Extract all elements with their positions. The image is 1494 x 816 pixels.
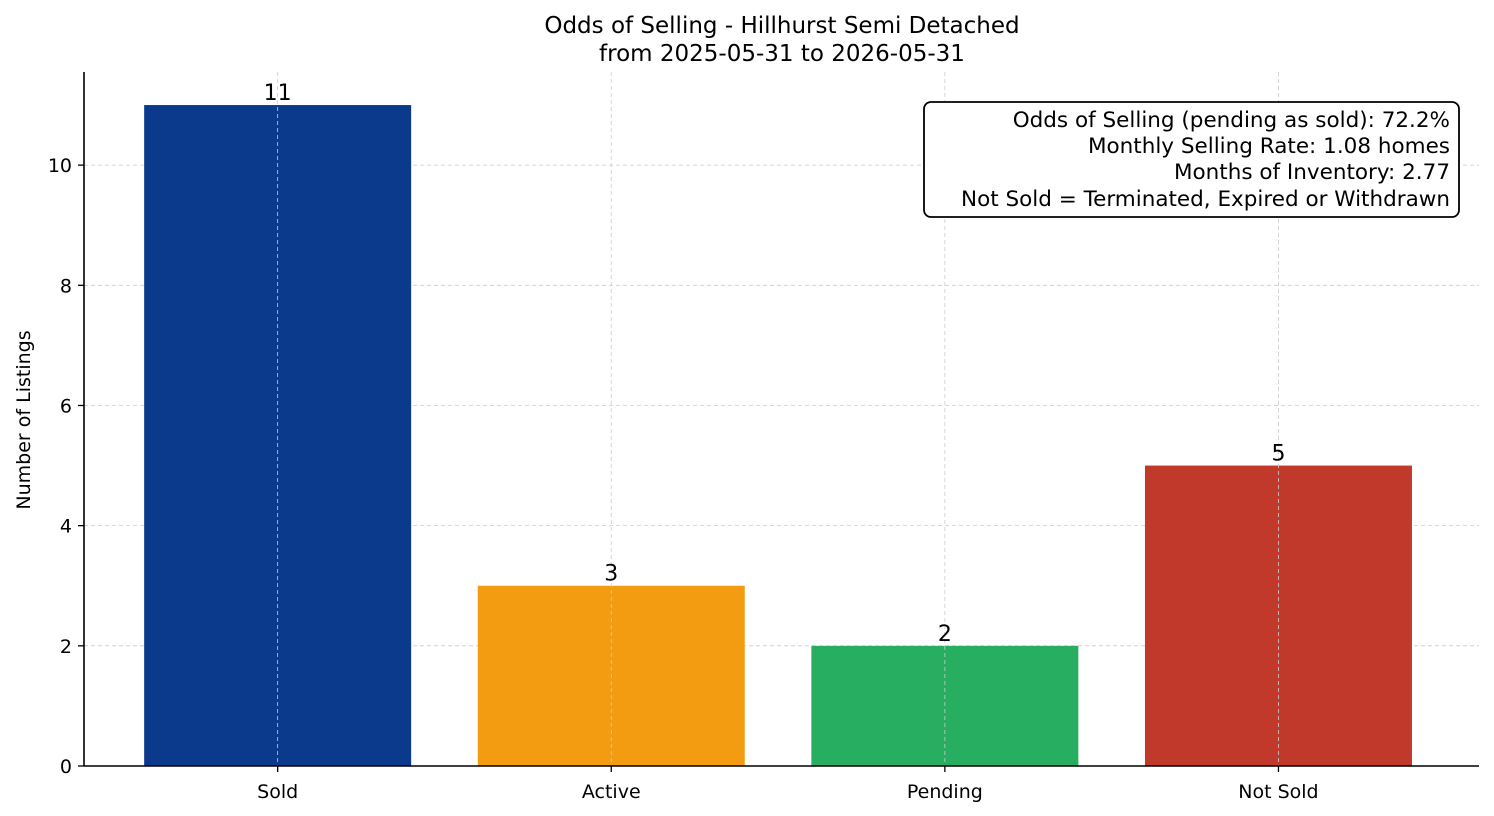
- data-label-active: 3: [604, 562, 618, 587]
- data-label-pending: 2: [938, 622, 952, 647]
- annotation-frame: [923, 101, 1460, 218]
- y-axis-label: Number of Listings: [13, 330, 35, 509]
- data-label-sold: 11: [264, 81, 292, 106]
- y-tick-label-4: 4: [60, 516, 72, 538]
- annotation-box: Odds of Selling (pending as sold): 72.2%…: [923, 101, 1460, 218]
- y-tick-label-2: 2: [60, 636, 72, 658]
- x-tick-label-not-sold: Not Sold: [1238, 781, 1318, 803]
- y-tick-label-6: 6: [60, 395, 72, 417]
- y-tick-label-8: 8: [60, 275, 72, 297]
- data-label-not-sold: 5: [1271, 442, 1285, 467]
- data-labels: 11 3 2 5: [264, 81, 1286, 647]
- chart-subtitle: from 2025-05-31 to 2026-05-31: [599, 41, 965, 67]
- x-tick-label-pending: Pending: [907, 781, 983, 803]
- x-tick-label-active: Active: [582, 781, 641, 803]
- bar-sold: [144, 105, 412, 767]
- annotation-line-note: Not Sold = Terminated, Expired or Withdr…: [961, 187, 1450, 212]
- axes: 0 2 4 6 8 10 Sold Active Pending Not Sold: [48, 72, 1479, 803]
- x-tick-label-sold: Sold: [257, 781, 298, 803]
- y-tick-label-0: 0: [60, 756, 72, 778]
- bar-not-sold: [1144, 465, 1412, 766]
- annotation-line-rate: Monthly Selling Rate: 1.08 homes: [1088, 134, 1450, 159]
- annotation-line-odds: Odds of Selling (pending as sold): 72.2%: [1013, 108, 1450, 133]
- chart-title: Odds of Selling - Hillhurst Semi Detache…: [544, 13, 1019, 39]
- annotation-line-inventory: Months of Inventory: 2.77: [1174, 160, 1450, 185]
- y-tick-label-10: 10: [48, 155, 72, 177]
